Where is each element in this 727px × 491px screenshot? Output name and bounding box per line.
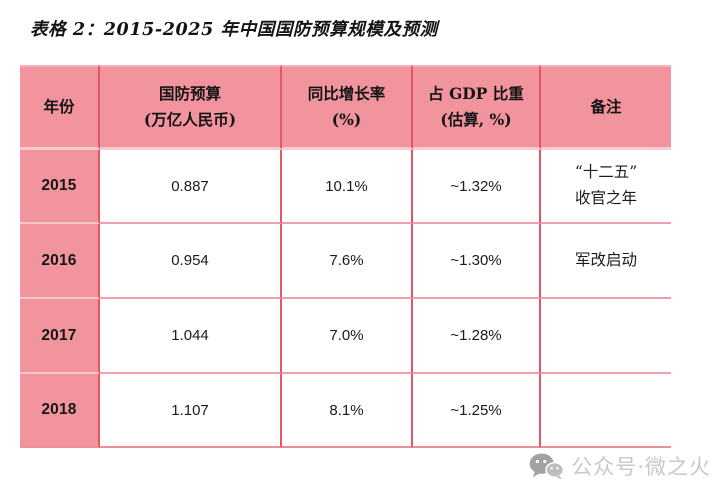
table-row-2015-budget: 0.887 xyxy=(100,150,282,224)
table-row-2016-growth: 7.6% xyxy=(282,224,413,299)
header-budget-line2: (万亿人民币) xyxy=(143,110,237,129)
table-row-2017-gdp: ~1.28% xyxy=(413,299,541,374)
table-row-2018-note xyxy=(541,374,671,448)
table-row-2015-gdp: ~1.32% xyxy=(413,150,541,224)
table-row-2018-growth: 8.1% xyxy=(282,374,413,448)
header-note: 备注 xyxy=(541,65,671,150)
wechat-icon xyxy=(529,452,565,479)
table-row-2017-note xyxy=(541,299,671,374)
table-row-2016-budget: 0.954 xyxy=(100,224,282,299)
table-row-2017-growth: 7.0% xyxy=(282,299,413,374)
watermark: 公众号·微之火 xyxy=(529,451,711,481)
header-year: 年份 xyxy=(20,65,100,150)
table-row-2016-note: 军改启动 xyxy=(541,224,671,299)
table-row-2016-gdp: ~1.30% xyxy=(413,224,541,299)
header-growth: 同比增长率 (%) xyxy=(282,65,413,150)
table-row-2015-year: 2015 xyxy=(20,150,100,224)
header-budget-line1: 国防预算 xyxy=(158,83,221,103)
table-row-2015-growth: 10.1% xyxy=(282,150,413,224)
header-gdp: 占 GDP 比重 (估算, %) xyxy=(413,65,541,150)
header-gdp-line1: 占 GDP 比重 xyxy=(428,83,524,103)
table-title: 表格 2：2015-2025 年中国国防预算规模及预测 xyxy=(30,20,438,40)
watermark-text: 公众号·微之火 xyxy=(571,455,711,479)
table-row-2015-note: “十二五” 收官之年 xyxy=(541,150,671,224)
note-line: “十二五” xyxy=(574,163,638,182)
header-budget: 国防预算 (万亿人民币) xyxy=(100,65,282,150)
table-row-2017-budget: 1.044 xyxy=(100,299,282,374)
note-line: 收官之年 xyxy=(574,189,637,207)
table-row-2017-year: 2017 xyxy=(20,299,100,374)
header-growth-line1: 同比增长率 xyxy=(307,83,386,103)
table-row-2018-budget: 1.107 xyxy=(100,374,282,448)
table-row-2018-gdp: ~1.25% xyxy=(413,374,541,448)
table-row-2018-year: 2018 xyxy=(20,374,100,448)
header-year-label: 年份 xyxy=(43,96,75,116)
table-row-2016-year: 2016 xyxy=(20,224,100,299)
defense-budget-table: 年份 国防预算 (万亿人民币) 同比增长率 (%) 占 GDP 比重 (估算, … xyxy=(20,65,671,448)
header-growth-line2: (%) xyxy=(331,110,362,129)
header-note-label: 备注 xyxy=(590,96,622,116)
header-gdp-line2: (估算, %) xyxy=(440,110,512,129)
